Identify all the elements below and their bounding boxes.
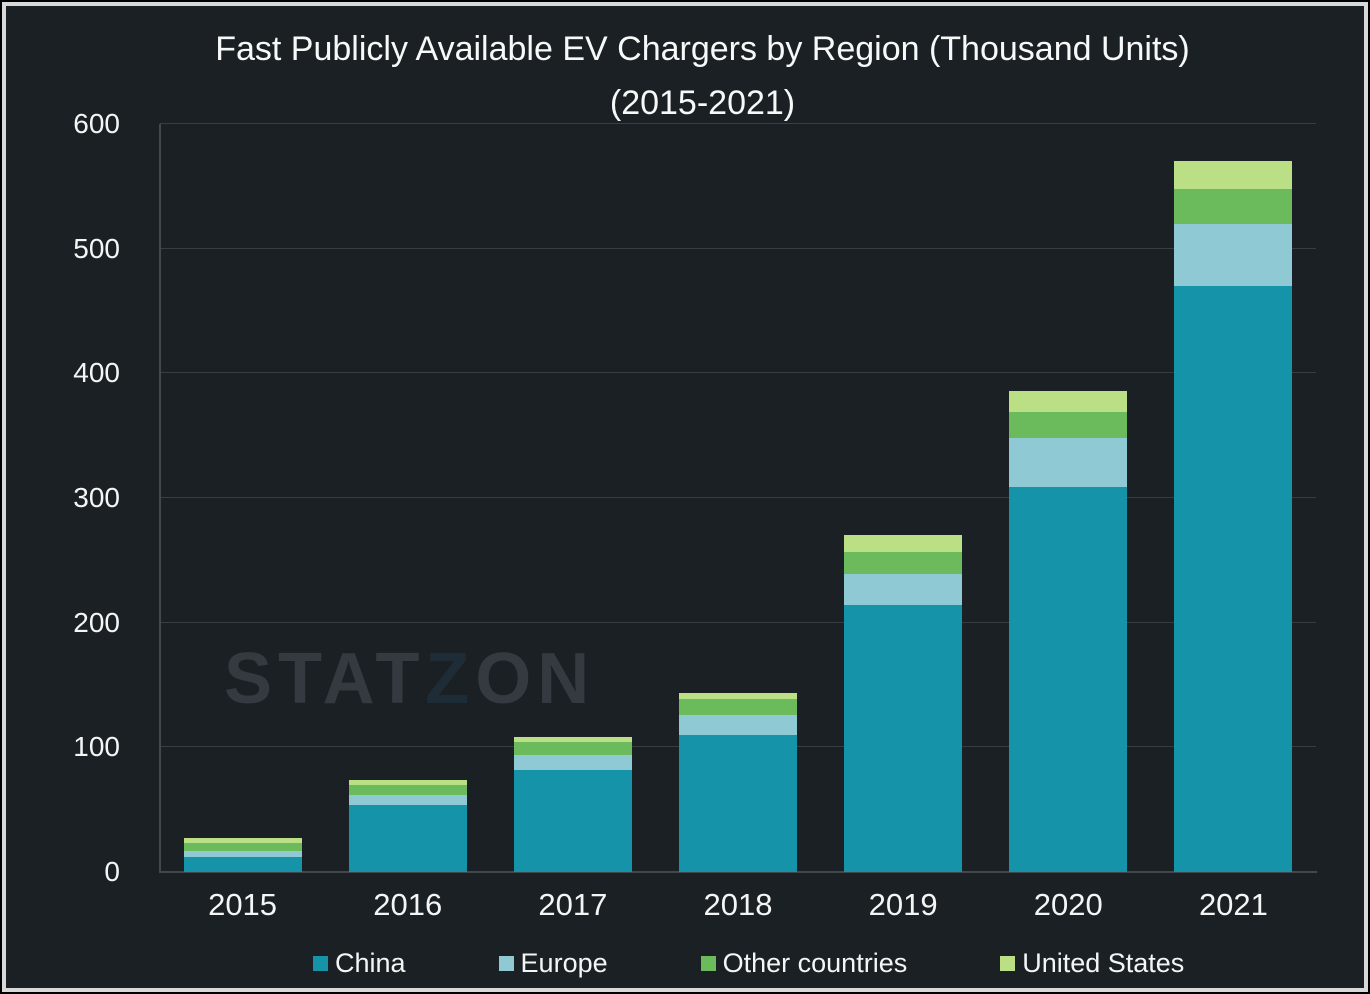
y-axis-label-500: 500 — [73, 232, 120, 264]
legend-swatch-china — [313, 955, 328, 971]
legend-swatch-other-countries — [700, 955, 716, 971]
bar-2019 — [844, 124, 963, 872]
grid-line-500 — [160, 247, 1316, 249]
y-axis-label-600: 600 — [73, 108, 120, 139]
bar-segment-united-states-2021 — [1174, 161, 1293, 189]
bar-segment-china-2021 — [1174, 286, 1293, 872]
legend-item-united-states: United States — [1000, 948, 1184, 978]
legend-swatch-europe — [498, 955, 514, 971]
legend-item-china: China — [313, 948, 406, 978]
bar-segment-other-countries-2018 — [679, 698, 797, 715]
legend-item-europe: Europe — [498, 948, 608, 978]
bar-segment-other-countries-2019 — [844, 551, 963, 575]
legend-swatch-united-states — [1000, 955, 1016, 971]
x-axis-line — [159, 871, 1317, 873]
x-axis-label-2019: 2019 — [868, 887, 938, 922]
bar-segment-china-2017 — [513, 769, 632, 872]
bar-segment-europe-2018 — [679, 714, 797, 735]
watermark-z-glyph: Z — [425, 639, 476, 719]
legend-label-united-states: United States — [1022, 948, 1185, 978]
bar-2020 — [1009, 124, 1128, 872]
bar-segment-united-states-2018 — [679, 692, 797, 699]
bar-2017 — [513, 124, 632, 872]
bar-2021 — [1174, 124, 1293, 872]
bar-segment-united-states-2017 — [513, 737, 632, 743]
bar-segment-europe-2017 — [513, 754, 632, 770]
bar-segment-europe-2015 — [183, 850, 302, 858]
legend-label-europe: Europe — [520, 948, 608, 978]
bar-segment-europe-2021 — [1174, 223, 1293, 287]
y-axis-label-400: 400 — [73, 357, 120, 389]
x-axis-label-2015: 2015 — [208, 887, 278, 922]
statzon-watermark: STATZON — [224, 638, 595, 720]
bar-segment-europe-2019 — [844, 574, 963, 606]
bar-segment-china-2016 — [348, 804, 467, 872]
y-axis-label-300: 300 — [73, 482, 120, 513]
bar-segment-other-countries-2017 — [513, 742, 632, 755]
x-axis-label-2017: 2017 — [538, 887, 608, 922]
x-axis-label-2018: 2018 — [703, 887, 773, 922]
bar-segment-europe-2016 — [348, 794, 467, 805]
bar-segment-china-2015 — [183, 857, 302, 872]
bar-segment-other-countries-2015 — [183, 843, 302, 851]
x-axis-label-2021: 2021 — [1198, 887, 1268, 922]
y-axis-label-200: 200 — [73, 606, 120, 638]
legend-label-china: China — [335, 948, 406, 978]
watermark-text-right: ON — [475, 639, 596, 719]
legend: China Europe Other countries United States — [313, 948, 1184, 978]
bar-segment-other-countries-2021 — [1174, 188, 1293, 224]
x-axis-label-2016: 2016 — [373, 887, 443, 922]
legend-label-other-countries: Other countries — [722, 948, 908, 978]
y-axis-label-100: 100 — [73, 731, 120, 763]
chart-title-line1: Fast Publicly Available EV Chargers by R… — [215, 30, 1190, 68]
y-axis-line — [159, 124, 161, 873]
y-axis-label-0: 0 — [104, 856, 120, 887]
x-axis-label-2020: 2020 — [1033, 887, 1103, 922]
bar-segment-europe-2020 — [1009, 438, 1128, 487]
bar-2015 — [183, 124, 302, 872]
bar-segment-other-countries-2016 — [348, 784, 467, 795]
bar-segment-united-states-2016 — [348, 779, 467, 785]
bar-segment-united-states-2015 — [183, 838, 302, 844]
bar-segment-china-2018 — [679, 734, 797, 872]
watermark-text-left: STAT — [224, 639, 426, 719]
grid-line-600 — [160, 123, 1316, 124]
bar-2016 — [348, 124, 467, 872]
bar-segment-other-countries-2020 — [1009, 412, 1128, 439]
bar-2018 — [679, 124, 797, 872]
grid-line-300 — [160, 497, 1316, 498]
bar-segment-united-states-2019 — [844, 535, 963, 552]
legend-item-other-countries: Other countries — [700, 948, 908, 978]
grid-line-400 — [160, 372, 1316, 374]
grid-line-200 — [160, 621, 1316, 623]
chart-title-line2: (2015-2021) — [609, 84, 796, 122]
bar-segment-china-2020 — [1009, 486, 1128, 872]
bar-segment-united-states-2020 — [1009, 390, 1128, 412]
chart-title: Fast Publicly Available EV Chargers by R… — [0, 22, 1370, 130]
bar-segment-china-2019 — [844, 605, 963, 872]
